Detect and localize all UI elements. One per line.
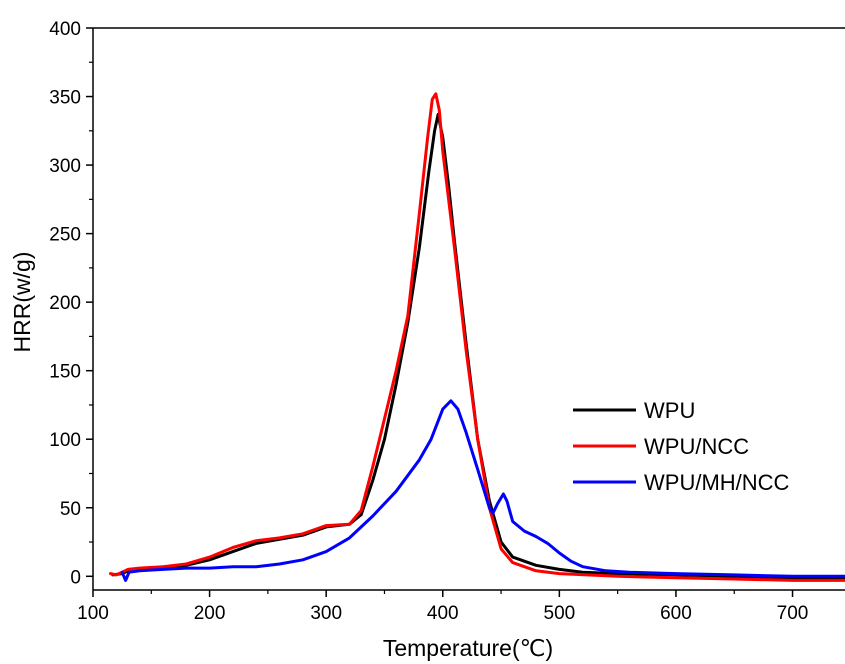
- x-tick-label: 100: [77, 603, 109, 624]
- y-axis-title: HRR(w/g): [9, 252, 35, 353]
- series-line-wpu-ncc: [109, 92, 845, 582]
- legend-label-wpu-mh-ncc: WPU/MH/NCC: [644, 470, 790, 495]
- axis-ticks: [86, 27, 794, 597]
- y-tick-label: 50: [60, 499, 81, 520]
- legend: WPU WPU/NCC WPU/MH/NCC: [573, 398, 790, 495]
- x-tick-label: 200: [194, 603, 226, 624]
- series-line-wpu: [111, 112, 845, 580]
- x-axis-title: Temperature(℃): [383, 635, 553, 661]
- series-line-wpu-mh-ncc: [120, 399, 845, 582]
- plot-area: [92, 27, 845, 591]
- x-tick-label: 700: [777, 603, 809, 624]
- y-tick-label: 400: [49, 19, 81, 40]
- y-tick-label: 200: [49, 293, 81, 314]
- y-tick-label: 350: [49, 88, 81, 109]
- x-tick-label: 300: [310, 603, 342, 624]
- y-tick-label: 100: [49, 430, 81, 451]
- legend-label-wpu-ncc: WPU/NCC: [644, 434, 749, 459]
- tick-labels: 100 200 300 400 500 600 700 0 50 100 150 200 250 300 3…: [49, 19, 808, 624]
- x-tick-label: 600: [660, 603, 692, 624]
- x-tick-label: 400: [427, 603, 459, 624]
- y-tick-label: 250: [49, 225, 81, 246]
- y-tick-label: 300: [49, 156, 81, 177]
- series-lines: [109, 92, 845, 582]
- y-tick-label: 0: [70, 567, 81, 588]
- y-tick-label: 150: [49, 362, 81, 383]
- legend-label-wpu: WPU: [644, 398, 695, 423]
- x-tick-label: 500: [544, 603, 576, 624]
